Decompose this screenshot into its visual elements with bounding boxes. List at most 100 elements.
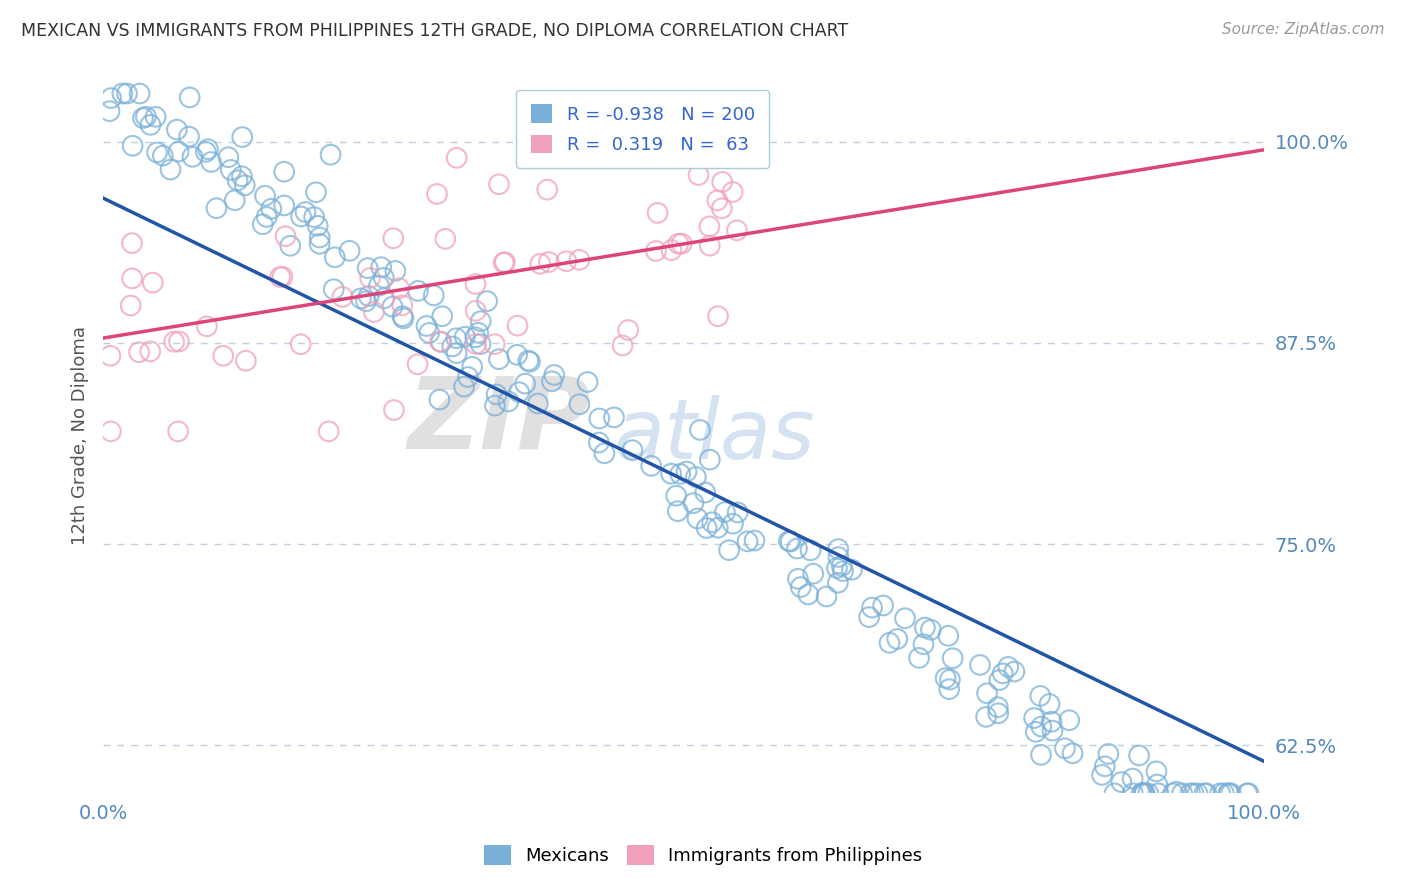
Point [914, 621, 936, 635]
Point [488, 178, 510, 192]
Point [1161, 786, 1184, 800]
Point [699, 452, 721, 467]
Point [308, 236, 330, 251]
Point [422, 288, 444, 302]
Point [1130, 786, 1153, 800]
Point [290, 210, 312, 224]
Point [935, 671, 957, 685]
Point [661, 126, 683, 140]
Point [434, 232, 457, 246]
Legend: Mexicans, Immigrants from Philippines: Mexicans, Immigrants from Philippines [474, 836, 932, 874]
Point [1053, 741, 1076, 756]
Point [543, 368, 565, 382]
Point [484, 399, 506, 413]
Point [381, 300, 404, 314]
Point [603, 410, 626, 425]
Point [145, 110, 167, 124]
Point [675, 465, 697, 479]
Point [470, 337, 492, 351]
Point [373, 270, 395, 285]
Text: ZIP: ZIP [408, 373, 591, 469]
Point [725, 223, 748, 237]
Point [645, 244, 668, 258]
Point [319, 147, 342, 161]
Point [494, 255, 516, 269]
Text: atlas: atlas [614, 395, 815, 476]
Point [894, 611, 917, 625]
Point [290, 337, 312, 351]
Point [727, 505, 749, 519]
Point [576, 375, 599, 389]
Point [1137, 786, 1160, 800]
Point [294, 205, 316, 219]
Point [702, 515, 724, 529]
Point [537, 255, 560, 269]
Point [498, 394, 520, 409]
Point [205, 201, 228, 215]
Point [391, 310, 413, 324]
Point [339, 244, 361, 258]
Point [384, 264, 406, 278]
Point [673, 148, 696, 162]
Point [714, 505, 737, 519]
Point [860, 600, 883, 615]
Point [832, 564, 855, 578]
Point [100, 91, 122, 105]
Point [444, 331, 467, 345]
Point [787, 572, 810, 586]
Point [825, 561, 848, 575]
Point [135, 110, 157, 124]
Point [1024, 711, 1046, 725]
Point [1147, 786, 1170, 800]
Point [252, 217, 274, 231]
Point [519, 355, 541, 369]
Point [167, 425, 190, 439]
Point [568, 397, 591, 411]
Point [1218, 786, 1240, 800]
Point [640, 458, 662, 473]
Point [121, 138, 143, 153]
Point [357, 289, 380, 303]
Point [1209, 786, 1232, 800]
Point [800, 543, 823, 558]
Point [457, 370, 479, 384]
Point [779, 534, 801, 549]
Point [363, 305, 385, 319]
Point [1187, 786, 1209, 800]
Point [142, 276, 165, 290]
Point [429, 392, 451, 407]
Point [430, 334, 453, 349]
Point [1031, 720, 1053, 734]
Point [226, 173, 249, 187]
Point [415, 318, 437, 333]
Point [484, 337, 506, 351]
Point [1042, 723, 1064, 738]
Point [696, 521, 718, 535]
Point [841, 563, 863, 577]
Point [695, 485, 717, 500]
Point [359, 271, 381, 285]
Point [382, 231, 405, 245]
Point [406, 284, 429, 298]
Point [128, 87, 150, 101]
Point [454, 329, 477, 343]
Point [235, 353, 257, 368]
Point [305, 186, 328, 200]
Point [273, 198, 295, 212]
Point [1025, 724, 1047, 739]
Point [721, 516, 744, 531]
Point [177, 129, 200, 144]
Point [467, 326, 489, 340]
Point [617, 323, 640, 337]
Point [121, 271, 143, 285]
Point [464, 303, 486, 318]
Point [426, 186, 449, 201]
Point [231, 169, 253, 184]
Point [1144, 764, 1167, 779]
Point [464, 330, 486, 344]
Point [1091, 768, 1114, 782]
Point [988, 673, 1011, 687]
Point [406, 357, 429, 371]
Point [373, 291, 395, 305]
Point [936, 629, 959, 643]
